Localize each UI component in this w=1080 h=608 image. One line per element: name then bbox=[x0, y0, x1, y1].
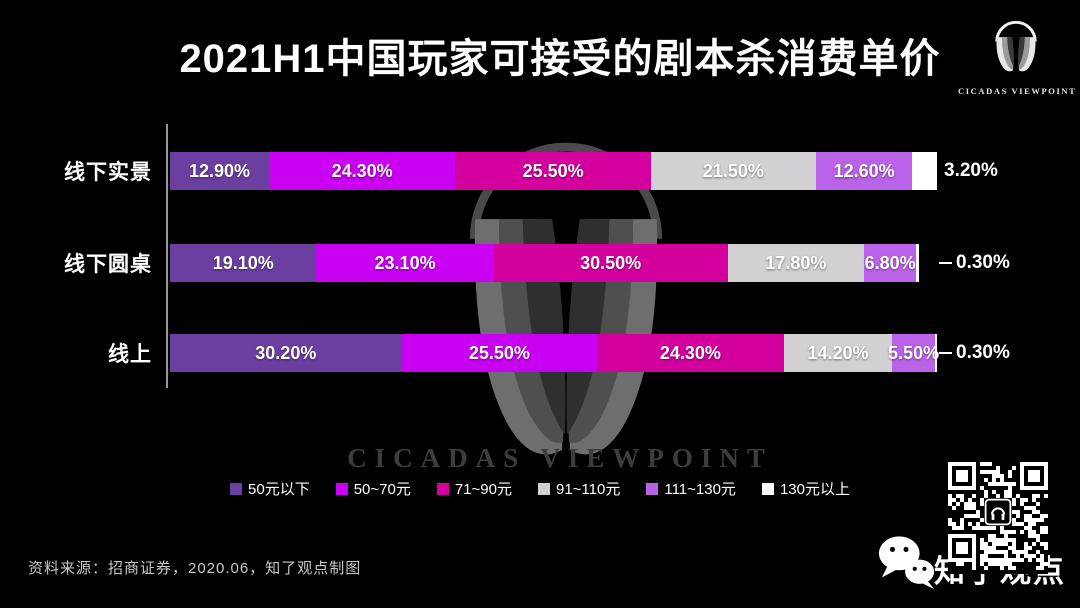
watermark-text: CICADAS VIEWPOINT bbox=[347, 443, 773, 473]
legend-swatch bbox=[436, 482, 449, 495]
bar-row: 线下实景 12.90% 24.30% 25.50% 21.50% 12.60% 3.20% bbox=[0, 152, 1080, 190]
legend-label: 50~70元 bbox=[353, 481, 411, 498]
stacked-bar: 12.90% 24.30% 25.50% 21.50% 12.60% bbox=[170, 152, 937, 190]
qr-code bbox=[948, 462, 1048, 574]
legend-swatch bbox=[537, 482, 550, 495]
bar-row: 线下圆桌 19.10% 23.10% 30.50% 17.80% 6.80% 0.30% bbox=[0, 244, 1080, 282]
bar-segment: 21.50% bbox=[650, 152, 816, 190]
chart-legend: 50元以下 50~70元 71~90元 91~110元 111~130元 130元以上 bbox=[0, 478, 1080, 499]
bar-segment: 12.60% bbox=[815, 152, 913, 190]
bar-segment: 25.50% bbox=[455, 152, 651, 190]
outside-value-label: 3.20% bbox=[944, 160, 998, 181]
outside-value-label: 0.30% bbox=[956, 252, 1010, 273]
bar-row: 线上 30.20% 25.50% 24.30% 14.20% 5.50% 0.30% bbox=[0, 334, 1080, 372]
outside-value-label: 0.30% bbox=[956, 342, 1010, 363]
bar-segment: 25.50% bbox=[401, 334, 598, 372]
category-label: 线上 bbox=[108, 343, 152, 366]
wechat-icon bbox=[878, 536, 935, 590]
headphones-icon bbox=[995, 20, 1037, 72]
legend-label: 71~90元 bbox=[454, 481, 512, 498]
legend-item: 130元以上 bbox=[761, 478, 850, 499]
bar-segment: 19.10% bbox=[170, 244, 317, 282]
leader-line bbox=[939, 262, 952, 264]
legend-item: 50元以下 bbox=[230, 478, 310, 499]
brand-logo-caption: CICADAS VIEWPOINT bbox=[958, 86, 1077, 96]
bar-segment: 14.20% bbox=[783, 334, 893, 372]
y-axis-line bbox=[166, 124, 168, 388]
bar-segment: 12.90% bbox=[170, 152, 269, 190]
bar-segment: 5.50% bbox=[888, 334, 939, 372]
bar-segment: 6.80% bbox=[864, 244, 917, 282]
legend-label: 50元以下 bbox=[248, 481, 310, 498]
legend-swatch bbox=[230, 482, 243, 495]
bar-segment: 23.10% bbox=[316, 244, 494, 282]
bar-segment bbox=[912, 152, 937, 190]
source-note: 资料来源：招商证券，2020.06，知了观点制图 bbox=[28, 560, 362, 577]
legend-swatch bbox=[335, 482, 348, 495]
legend-item: 71~90元 bbox=[436, 478, 512, 499]
category-label: 线下圆桌 bbox=[64, 253, 152, 276]
bar-segment bbox=[934, 334, 937, 372]
bar-segment: 30.20% bbox=[170, 334, 402, 372]
legend-label: 91~110元 bbox=[555, 481, 621, 498]
legend-label: 130元以上 bbox=[779, 481, 850, 498]
bar-segment: 24.30% bbox=[597, 334, 784, 372]
legend-item: 50~70元 bbox=[335, 478, 411, 499]
stacked-bar: 19.10% 23.10% 30.50% 17.80% 6.80% bbox=[170, 244, 937, 282]
legend-swatch bbox=[646, 482, 659, 495]
leader-line bbox=[939, 352, 952, 354]
page-title: 2021H1中国玩家可接受的剧本杀消费单价 bbox=[179, 37, 941, 81]
bar-segment: 24.30% bbox=[268, 152, 456, 190]
legend-item: 111~130元 bbox=[646, 478, 736, 499]
bar-segment bbox=[916, 244, 919, 282]
brand-logo: CICADAS VIEWPOINT bbox=[958, 8, 1077, 96]
category-label: 线下实景 bbox=[64, 161, 152, 184]
stacked-bar: 30.20% 25.50% 24.30% 14.20% 5.50% bbox=[170, 334, 939, 372]
bar-segment: 17.80% bbox=[727, 244, 865, 282]
bar-segment: 30.50% bbox=[493, 244, 728, 282]
legend-item: 91~110元 bbox=[537, 478, 621, 499]
legend-label: 111~130元 bbox=[664, 481, 736, 498]
legend-swatch bbox=[761, 482, 774, 495]
